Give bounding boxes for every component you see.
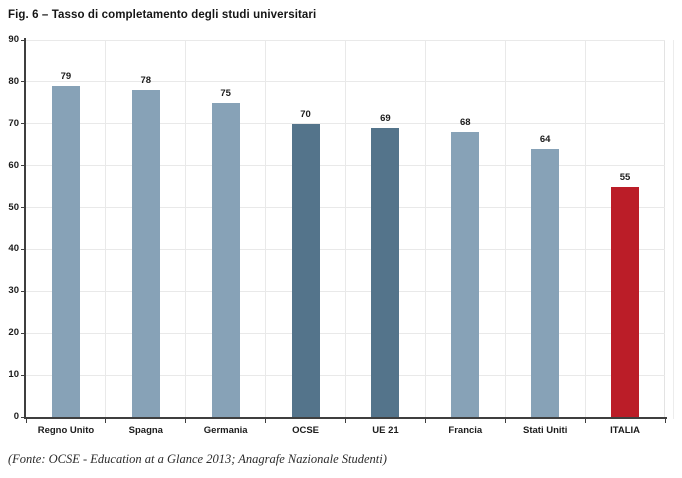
bar-value-label: 64 [539,133,551,145]
bar-cell-ocse: 70 [266,40,346,417]
gridline-vertical [265,40,267,417]
gridline-vertical [105,40,107,417]
chart-frame-line [673,40,674,419]
y-tick [21,123,24,125]
x-category-label: Germania [203,425,248,436]
bar-regno-unito [51,86,80,417]
y-axis-line [24,38,26,419]
x-tick [504,419,506,423]
bar-cell-francia: 68 [425,40,505,417]
x-axis-line [24,417,667,419]
y-tick-label: 40 [8,243,19,255]
y-tick [21,290,24,292]
x-tick [664,419,666,423]
bar-cell-regno-unito: 79 [26,40,106,417]
x-tick [25,419,27,423]
bar-cell-germania: 75 [186,40,266,417]
y-tick-label: 20 [8,327,19,339]
y-tick-label: 0 [13,411,19,422]
y-tick [21,374,24,376]
bar-value-label: 68 [460,117,471,129]
x-category-label: Francia [448,425,483,436]
x-tick [265,419,267,423]
bar-value-label: 69 [380,112,391,124]
source-note: (Fonte: OCSE - Education at a Glance 201… [8,452,387,466]
bar-francia [451,132,480,417]
bar-italia [611,186,640,417]
bar-spagna [131,90,160,417]
gridline-vertical [424,40,426,417]
y-tick [21,207,24,209]
bar-cell-ue-21: 69 [346,40,426,417]
gridline-vertical [504,40,506,417]
x-category-label: Regno Unito [37,425,95,436]
bar-ue-21 [371,127,400,417]
figure-title: Fig. 6 – Tasso di completamento degli st… [8,9,317,21]
y-tick-label: 90 [8,34,19,45]
bar-germania [211,102,240,417]
y-tick-label: 60 [8,159,19,171]
bar-cell-stati-uniti: 64 [505,40,585,417]
bar-value-label: 55 [619,171,631,183]
x-tick [584,419,586,423]
y-tick-label: 70 [8,117,19,129]
y-tick [21,416,24,418]
y-tick [21,81,24,83]
bar-stati-uniti [531,148,560,417]
x-category-label: Stati Uniti [523,425,568,436]
bar-ocse [291,123,320,417]
x-category-label: OCSE [292,425,320,436]
y-tick [21,248,24,250]
bar-cells: 79 78 75 70 69 68 64 55 [26,40,665,417]
y-tick-label: 80 [8,75,19,87]
gridline-vertical [185,40,187,417]
x-tick [105,419,107,423]
x-tick [345,419,346,423]
bar-value-label: 79 [60,71,72,83]
x-tick [185,419,187,423]
bar-value-label: 70 [300,108,311,120]
y-tick-label: 50 [8,201,19,213]
gridline-vertical [345,40,346,417]
plot-right-border [664,40,665,417]
bar-cell-spagna: 78 [106,40,186,417]
y-tick [21,39,24,41]
x-category-label: Spagna [128,425,163,436]
y-tick [21,332,24,334]
bar-value-label: 78 [140,75,152,87]
plot-area: 79 78 75 70 69 68 64 55 [26,39,665,417]
x-tick [424,419,426,423]
y-tick [21,165,24,167]
x-category-label: ITALIA [610,425,641,436]
x-category-label: UE 21 [372,425,399,436]
bar-cell-italia: 55 [585,40,665,417]
gridline-vertical [584,40,586,417]
bar-value-label: 75 [220,87,231,99]
y-tick-label: 30 [8,285,19,297]
y-tick-label: 10 [8,369,19,381]
